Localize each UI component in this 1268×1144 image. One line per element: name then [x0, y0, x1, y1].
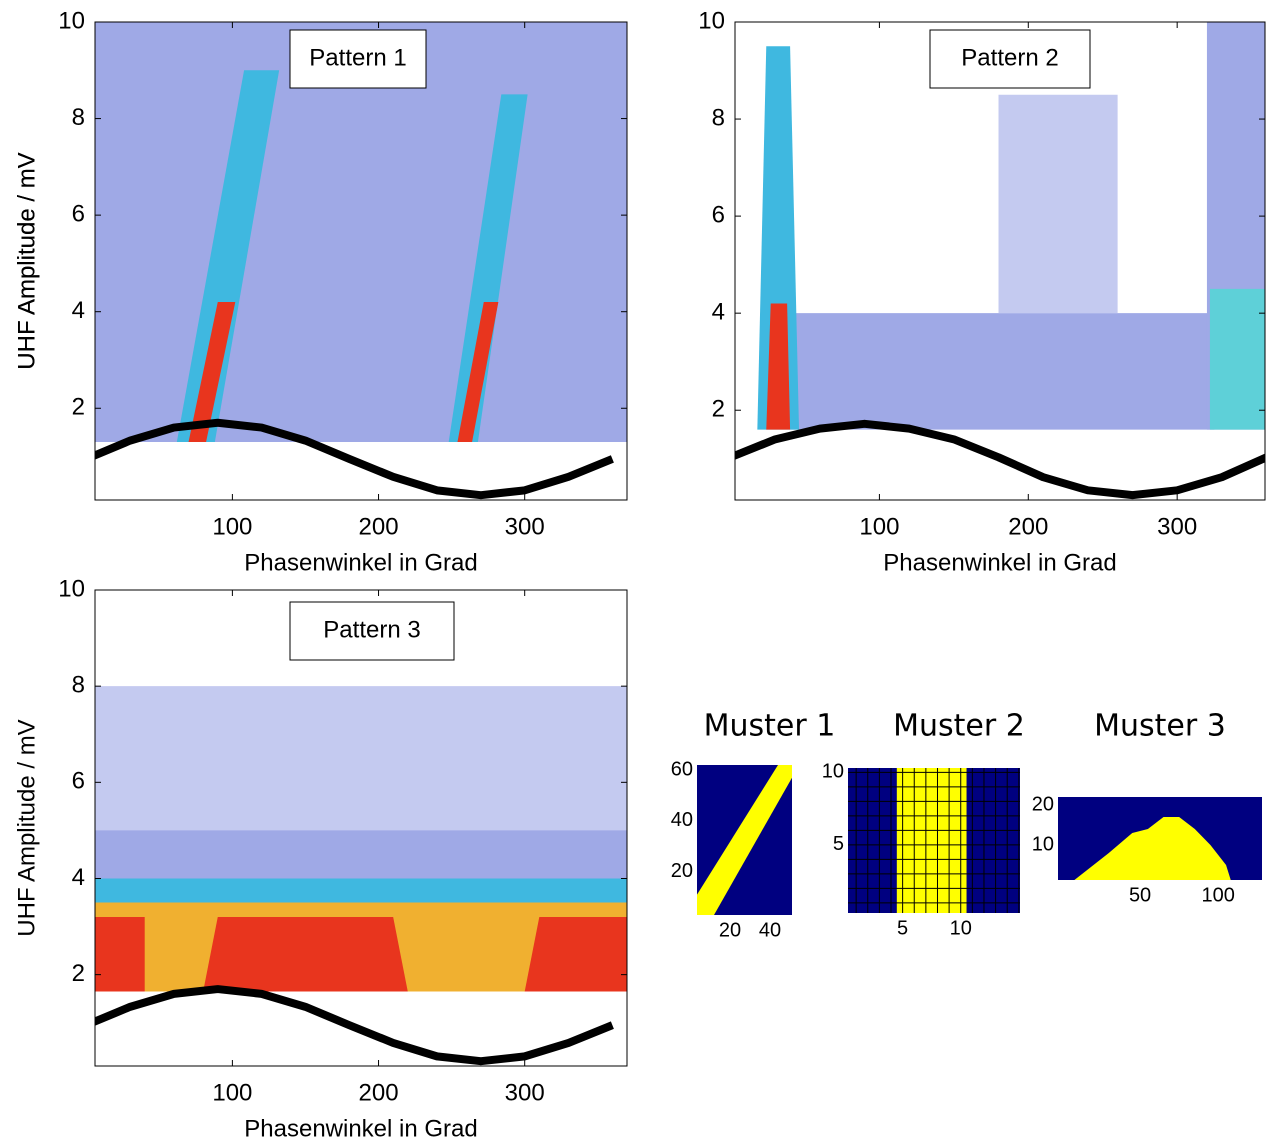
x-tick-label: 40 — [759, 919, 781, 941]
x-tick-label: 100 — [1202, 884, 1235, 906]
density-cluster — [766, 303, 791, 430]
x-axis-label: Phasenwinkel in Grad — [244, 1115, 477, 1142]
y-tick-label: 60 — [671, 758, 693, 780]
annotation-box — [929, 29, 1091, 89]
y-tick-label: 20 — [1032, 793, 1054, 815]
density-cluster — [757, 46, 800, 430]
density-cluster — [188, 302, 236, 443]
annotation: Pattern 2 — [961, 44, 1058, 71]
plot-area — [848, 768, 1020, 913]
reference-sine — [735, 419, 1265, 500]
annotation: Pattern 1 — [309, 44, 406, 71]
y-tick-label: 40 — [671, 809, 693, 831]
pattern-shape — [896, 768, 967, 913]
y-tick-label: 4 — [72, 864, 85, 891]
y-tick-label: 8 — [72, 104, 85, 131]
y-tick-label: 5 — [833, 833, 844, 855]
x-tick-label: 100 — [212, 513, 252, 540]
x-tick-label: 100 — [212, 1079, 252, 1106]
density-cluster — [176, 70, 280, 443]
pattern-shape — [697, 765, 792, 915]
x-axis-label: Phasenwinkel in Grad — [244, 549, 477, 576]
density-cluster — [524, 916, 627, 992]
x-tick-label: 5 — [897, 917, 908, 939]
y-tick-label: 10 — [822, 761, 844, 783]
plot-area — [697, 765, 792, 915]
y-tick-label: 10 — [1032, 833, 1054, 855]
density-cluster — [790, 313, 1215, 430]
pattern-shape — [1074, 817, 1231, 880]
x-tick-label: 200 — [1008, 513, 1048, 540]
y-axis-label: UHF Amplitude / mV — [13, 719, 40, 936]
plot-area — [735, 22, 1265, 500]
density-cluster — [448, 94, 528, 443]
x-tick-label: 20 — [719, 919, 741, 941]
y-tick-label: 6 — [72, 768, 85, 795]
y-tick-label: 10 — [58, 7, 85, 34]
x-tick-label: 100 — [859, 513, 899, 540]
y-tick-label: 10 — [58, 575, 85, 602]
x-axis-label: Phasenwinkel in Grad — [883, 549, 1116, 576]
density-cluster — [203, 916, 408, 992]
y-tick-label: 6 — [72, 200, 85, 227]
y-tick-label: 20 — [671, 860, 693, 882]
y-tick-label: 2 — [72, 960, 85, 987]
x-tick-label: 10 — [950, 917, 972, 939]
plot-area — [95, 686, 627, 1066]
plot-area — [1058, 797, 1262, 880]
x-tick-label: 300 — [505, 513, 545, 540]
x-tick-label: 300 — [505, 1079, 545, 1106]
x-tick-label: 200 — [359, 513, 399, 540]
density-cluster — [1209, 288, 1265, 430]
density-cluster — [457, 302, 499, 443]
axes-frame — [94, 21, 628, 501]
y-tick-label: 4 — [72, 297, 85, 324]
y-tick-label: 10 — [698, 7, 725, 34]
reference-sine — [95, 985, 614, 1066]
y-tick-label: 4 — [712, 299, 725, 326]
pattern-title: Muster 2 — [893, 709, 1025, 744]
x-tick-label: 200 — [359, 1079, 399, 1106]
annotation: Pattern 3 — [323, 616, 420, 643]
y-tick-label: 8 — [712, 104, 725, 131]
annotation-box — [289, 29, 427, 89]
density-cluster — [95, 916, 145, 992]
reference-sine — [95, 418, 614, 500]
x-tick-label: 300 — [1157, 513, 1197, 540]
y-tick-label: 2 — [712, 396, 725, 423]
pattern-title: Muster 3 — [1094, 709, 1226, 744]
plot-area — [95, 22, 627, 500]
y-axis-label: UHF Amplitude / mV — [13, 152, 40, 369]
density-cluster — [998, 94, 1118, 314]
y-axis-label: UHF Amplitude / mV — [13, 152, 40, 369]
y-tick-label: 2 — [72, 394, 85, 421]
x-tick-label: 50 — [1129, 884, 1151, 906]
y-tick-label: 8 — [72, 672, 85, 699]
y-tick-label: 6 — [712, 201, 725, 228]
annotation-box — [289, 601, 455, 661]
axes-frame — [734, 21, 1266, 501]
pattern-title: Muster 1 — [704, 709, 836, 744]
axes-frame — [94, 589, 628, 1067]
